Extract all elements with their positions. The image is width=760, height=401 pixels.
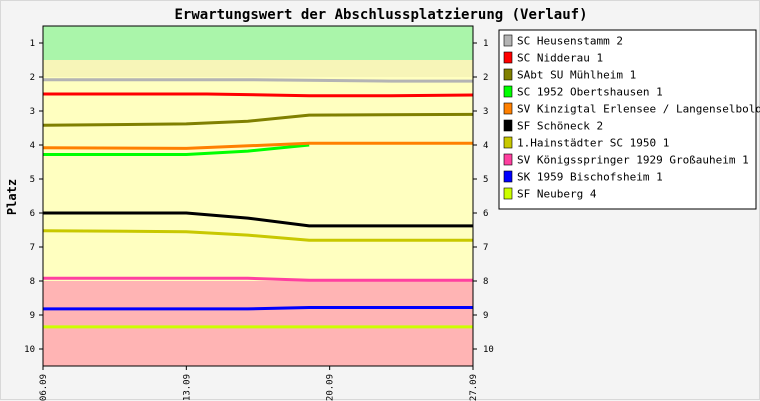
legend-label-2: SC Nidderau 1 <box>517 52 603 65</box>
y-tick-label-right: 9 <box>483 311 488 321</box>
legend-swatch-8 <box>503 153 513 166</box>
legend-swatch-5 <box>503 102 513 115</box>
series-line-6 <box>43 211 473 228</box>
y-tick-label-right: 8 <box>483 277 488 287</box>
y-tick-label-right: 4 <box>483 141 488 151</box>
legend-label-5: SV Kinzigtal Erlensee / Langenselbold 1 <box>517 103 760 116</box>
x-tick-label: 06.09 <box>39 374 49 401</box>
legend-box <box>498 29 757 210</box>
series-line-2 <box>43 92 474 98</box>
y-tick-label-left: 5 <box>30 175 35 185</box>
legend-label-9: SK 1959 Bischofsheim 1 <box>517 171 663 184</box>
series-line-7 <box>42 229 473 242</box>
x-tick-label: 20.09 <box>326 374 336 401</box>
y-tick-label-right: 6 <box>483 209 488 219</box>
y-tick-label-left: 1 <box>30 39 35 49</box>
legend-label-3: SAbt SU Mühlheim 1 <box>517 69 636 82</box>
series-line-1 <box>43 78 473 83</box>
series-line-4 <box>43 143 310 156</box>
series-line-8 <box>43 276 473 282</box>
legend-swatch-6 <box>503 119 513 132</box>
legend-label-8: SV Königsspringer 1929 Großauheim 1 <box>517 154 749 167</box>
y-tick-label-left: 10 <box>24 345 35 355</box>
band-step <box>43 281 473 288</box>
y-tick-label-right: 1 <box>483 39 488 49</box>
axes-layer: 1 1 2 2 3 3 4 4 5 5 6 6 7 7 8 8 9 9 10 10 06.09 13.09 20.09 27.… <box>24 39 494 401</box>
legend-swatch-10 <box>503 187 513 200</box>
legend-swatch-7 <box>503 136 513 149</box>
legend-swatch-2 <box>503 51 513 64</box>
y-tick-label-right: 7 <box>483 243 488 253</box>
y-tick-label-right: 5 <box>483 175 488 185</box>
legend-label-6: SF Schöneck 2 <box>517 120 603 133</box>
y-tick-label-left: 9 <box>30 311 35 321</box>
x-tick-label: 13.09 <box>182 374 192 401</box>
y-tick-label-left: 2 <box>30 73 35 83</box>
y-tick-label-left: 8 <box>30 277 35 287</box>
legend-swatch-9 <box>503 170 513 183</box>
y-tick-label-left: 3 <box>30 107 35 117</box>
legend-swatch-3 <box>503 68 513 81</box>
band-1 <box>43 60 473 77</box>
plot-border <box>42 25 474 367</box>
legend: SC Heusenstamm 2 SC Nidderau 1 SAbt SU Müh… <box>498 29 760 210</box>
legend-label-4: SC 1952 Obertshausen 1 <box>517 86 663 99</box>
y-tick-label-left: 7 <box>30 243 35 253</box>
legend-label-7: 1.Hainstädter SC 1950 1 <box>517 137 669 150</box>
chart-title: Erwartungswert der Abschlussplatzierung … <box>174 7 587 23</box>
series-line-9 <box>43 306 473 311</box>
series-line-5 <box>42 141 473 150</box>
y-tick-label-left: 6 <box>30 209 35 219</box>
plot-background <box>43 26 473 366</box>
y-tick-label-left: 4 <box>30 141 35 151</box>
x-tick-label: 27.09 <box>469 374 479 401</box>
y-axis-label: Platz <box>5 179 19 215</box>
band-0 <box>43 26 473 60</box>
legend-swatch-4 <box>503 85 513 98</box>
legend-label-1: SC Heusenstamm 2 <box>517 35 623 48</box>
y-tick-label-right: 3 <box>483 107 488 117</box>
band-2 <box>43 77 473 281</box>
series-line-3 <box>42 112 474 127</box>
series-layer <box>42 78 474 329</box>
legend-label-10: SF Neuberg 4 <box>517 188 597 201</box>
band-3 <box>43 281 473 366</box>
legend-swatch-1 <box>503 34 513 47</box>
y-tick-label-right: 2 <box>483 73 488 83</box>
y-tick-label-right: 10 <box>483 345 494 355</box>
